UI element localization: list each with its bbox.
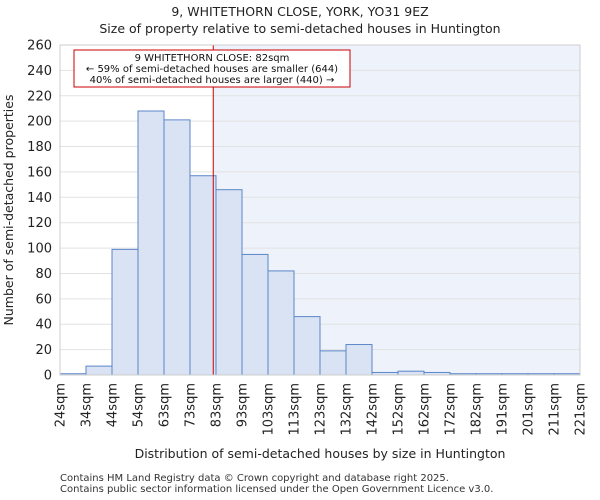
y-axis-ticks: 0 20 40 60 80 100 120 140 160 180 200 220 240 260 [27, 39, 52, 384]
histogram-bar [189, 175, 217, 376]
x-tick-label: 162sqm [418, 383, 433, 436]
y-tick-label: 240 [27, 64, 52, 79]
histogram-bar [85, 365, 113, 376]
y-tick-label: 0 [44, 369, 52, 384]
y-tick-label: 80 [35, 267, 52, 282]
y-tick-label: 220 [27, 89, 52, 104]
annotation-border [73, 49, 351, 88]
histogram-bar [345, 344, 373, 376]
histogram-bar [111, 248, 139, 376]
x-tick-label: 83sqm [210, 383, 225, 427]
x-tick-label: 73sqm [184, 383, 199, 427]
y-tick-label: 20 [35, 343, 52, 358]
annotation-box: 9 WHITETHORN CLOSE: 82sqm ← 59% of semi-… [73, 49, 351, 88]
histogram-bar [397, 370, 425, 376]
x-tick-label: 182sqm [470, 383, 485, 436]
y-tick-label: 180 [27, 140, 52, 155]
y-tick-label: 140 [27, 191, 52, 206]
x-tick-label: 63sqm [158, 383, 173, 427]
chart-subtitle: Size of property relative to semi-detach… [99, 21, 501, 36]
x-tick-label: 221sqm [574, 383, 589, 436]
annotation-line-3: 40% of semi-detached houses are larger (… [90, 75, 335, 86]
x-tick-label: 191sqm [496, 383, 511, 436]
x-tick-label: 34sqm [80, 383, 95, 427]
x-tick-label: 152sqm [392, 383, 407, 436]
x-tick-label: 142sqm [366, 383, 381, 436]
chart-title: 9, WHITETHORN CLOSE, YORK, YO31 9EZ [171, 4, 429, 19]
histogram-bar [267, 270, 295, 376]
annotation-line-1: 9 WHITETHORN CLOSE: 82sqm [135, 53, 290, 64]
x-tick-label: 93sqm [236, 383, 251, 427]
y-tick-label: 120 [27, 216, 52, 231]
x-tick-label: 113sqm [288, 383, 303, 436]
x-tick-label: 54sqm [132, 383, 147, 427]
x-tick-label: 211sqm [548, 383, 563, 436]
y-tick-label: 100 [27, 242, 52, 257]
histogram-bar [215, 189, 243, 376]
x-tick-label: 201sqm [522, 383, 537, 436]
histogram-bar [137, 110, 165, 376]
histogram-bar [163, 119, 191, 376]
annotation-line-2: ← 59% of semi-detached houses are smalle… [86, 64, 338, 75]
x-tick-label: 103sqm [262, 383, 277, 436]
x-tick-label: 24sqm [54, 383, 69, 427]
histogram-bar [241, 253, 269, 376]
x-tick-label: 132sqm [340, 383, 355, 436]
x-tick-label: 44sqm [106, 383, 121, 427]
footer-line-2: Contains public sector information licen… [60, 484, 494, 495]
y-tick-label: 160 [27, 165, 52, 180]
y-axis-title: Number of semi-detached properties [1, 95, 16, 326]
footer-line-1: Contains HM Land Registry data © Crown c… [60, 473, 449, 484]
y-tick-label: 200 [27, 115, 52, 130]
y-tick-label: 40 [35, 318, 52, 333]
x-tick-label: 172sqm [444, 383, 459, 436]
histogram-bar [293, 316, 321, 376]
x-axis-ticks: 24sqm 34sqm 44sqm 54sqm 63sqm 73sqm 83sqm 93sqm… [54, 383, 589, 436]
y-tick-label: 260 [27, 39, 52, 54]
plot-frame [59, 44, 581, 376]
x-axis-title: Distribution of semi-detached houses by … [135, 446, 506, 461]
x-tick-label: 123sqm [314, 383, 329, 436]
histogram-bar [319, 350, 347, 376]
y-tick-label: 60 [35, 292, 52, 307]
bars [59, 110, 581, 376]
